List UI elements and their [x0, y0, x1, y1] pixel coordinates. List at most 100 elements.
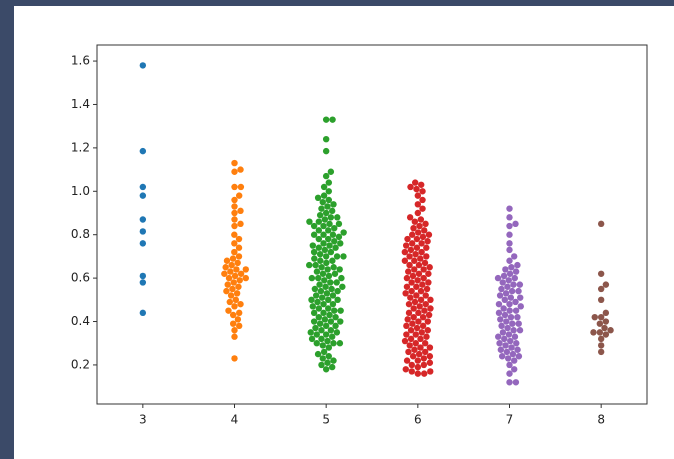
- swarm-point: [403, 274, 411, 282]
- swarm-point: [307, 329, 314, 336]
- swarm-point: [338, 274, 345, 282]
- swarm-point: [227, 292, 235, 299]
- swarm-point: [498, 285, 505, 293]
- swarm-point: [506, 370, 513, 377]
- swarm-point: [326, 311, 333, 319]
- swarm-point: [512, 298, 519, 306]
- swarm-point: [322, 172, 330, 180]
- swarm-point: [232, 296, 240, 304]
- swarm-point: [227, 268, 234, 275]
- swarm-point: [230, 279, 237, 286]
- swarm-point: [516, 327, 524, 334]
- swarm-point: [308, 274, 316, 282]
- swarm-point: [408, 361, 416, 369]
- swarm-point: [597, 335, 605, 343]
- swarm-point: [417, 287, 425, 295]
- swarm-point: [320, 309, 327, 317]
- swarm-point: [411, 298, 419, 306]
- swarm-point: [328, 285, 335, 293]
- swarm-point: [223, 257, 231, 264]
- swarm-point: [406, 214, 414, 221]
- swarm-point: [501, 296, 508, 304]
- swarm-point: [597, 348, 605, 356]
- swarm-point: [401, 337, 409, 345]
- swarm-point: [412, 251, 419, 258]
- swarm-point: [513, 340, 520, 347]
- swarm-point: [419, 196, 426, 204]
- swarm-point: [413, 244, 421, 251]
- swarm-point: [326, 242, 333, 249]
- swarm-point: [499, 279, 506, 286]
- swarm-point: [407, 327, 415, 334]
- swarm-point: [402, 242, 410, 249]
- swarm-point: [415, 270, 423, 277]
- swarm-point: [328, 333, 336, 340]
- swarm-point: [325, 296, 332, 304]
- swarm-point: [231, 240, 238, 247]
- swarm-point: [231, 168, 238, 175]
- swarm-point: [333, 329, 341, 336]
- swarm-point: [421, 227, 428, 234]
- swarm-point: [514, 313, 521, 321]
- swarm-point: [335, 220, 343, 228]
- swarm-point: [597, 285, 605, 293]
- swarm-point: [502, 266, 509, 273]
- swarm-point: [423, 285, 431, 293]
- swarm-point: [315, 305, 323, 312]
- swarm-point: [414, 357, 422, 364]
- swarm-point: [512, 268, 520, 275]
- swarm-point: [515, 320, 522, 327]
- swarm-point: [504, 324, 511, 332]
- swarm-point: [413, 324, 421, 332]
- swarm-point: [410, 313, 417, 321]
- swarm-point: [330, 201, 337, 208]
- swarm-point: [415, 229, 422, 236]
- swarm-point: [422, 292, 429, 299]
- swarm-point: [321, 277, 328, 284]
- swarm-point: [323, 259, 330, 267]
- swarm-point: [139, 228, 147, 235]
- swarm-point: [415, 350, 423, 358]
- swarm-point: [517, 303, 524, 310]
- swarm-point: [327, 214, 335, 221]
- swarm-point: [231, 196, 238, 204]
- swarm-point: [508, 344, 515, 351]
- swarm-point: [325, 227, 332, 234]
- swarm-point: [506, 240, 513, 247]
- swarm-point: [327, 279, 334, 286]
- swarm-point: [327, 248, 335, 256]
- swarm-point: [339, 283, 346, 290]
- swarm-point: [306, 261, 313, 269]
- swarm-point: [590, 329, 597, 336]
- swarm-point: [506, 379, 513, 386]
- swarm-point: [223, 287, 230, 295]
- swarm-point: [500, 305, 507, 312]
- swarm-point: [319, 198, 326, 206]
- swarm-point: [335, 233, 343, 241]
- swarm-point: [506, 246, 513, 254]
- swarm-point: [314, 194, 322, 202]
- swarm-point: [332, 244, 339, 251]
- swarm-point: [425, 311, 433, 319]
- swarm-point: [340, 229, 347, 236]
- swarm-point: [414, 363, 422, 371]
- swarm-point: [510, 281, 517, 288]
- swarm-point: [327, 327, 335, 334]
- swarm-point: [324, 266, 331, 273]
- swarm-point: [412, 340, 419, 347]
- swarm-point: [401, 248, 409, 256]
- swarm-point: [514, 346, 521, 353]
- swarm-point: [336, 340, 344, 347]
- swarm-point: [404, 316, 411, 323]
- swarm-point: [421, 307, 428, 314]
- swarm-point: [332, 322, 339, 330]
- swarm-point: [507, 294, 515, 301]
- swarm-point: [411, 218, 419, 225]
- swarm-point: [235, 253, 243, 260]
- swarm-point: [231, 159, 238, 167]
- swarm-point: [422, 300, 429, 308]
- swarm-point: [139, 183, 147, 191]
- swarm-point: [408, 368, 416, 375]
- swarm-point: [506, 231, 513, 238]
- swarm-point: [419, 205, 426, 212]
